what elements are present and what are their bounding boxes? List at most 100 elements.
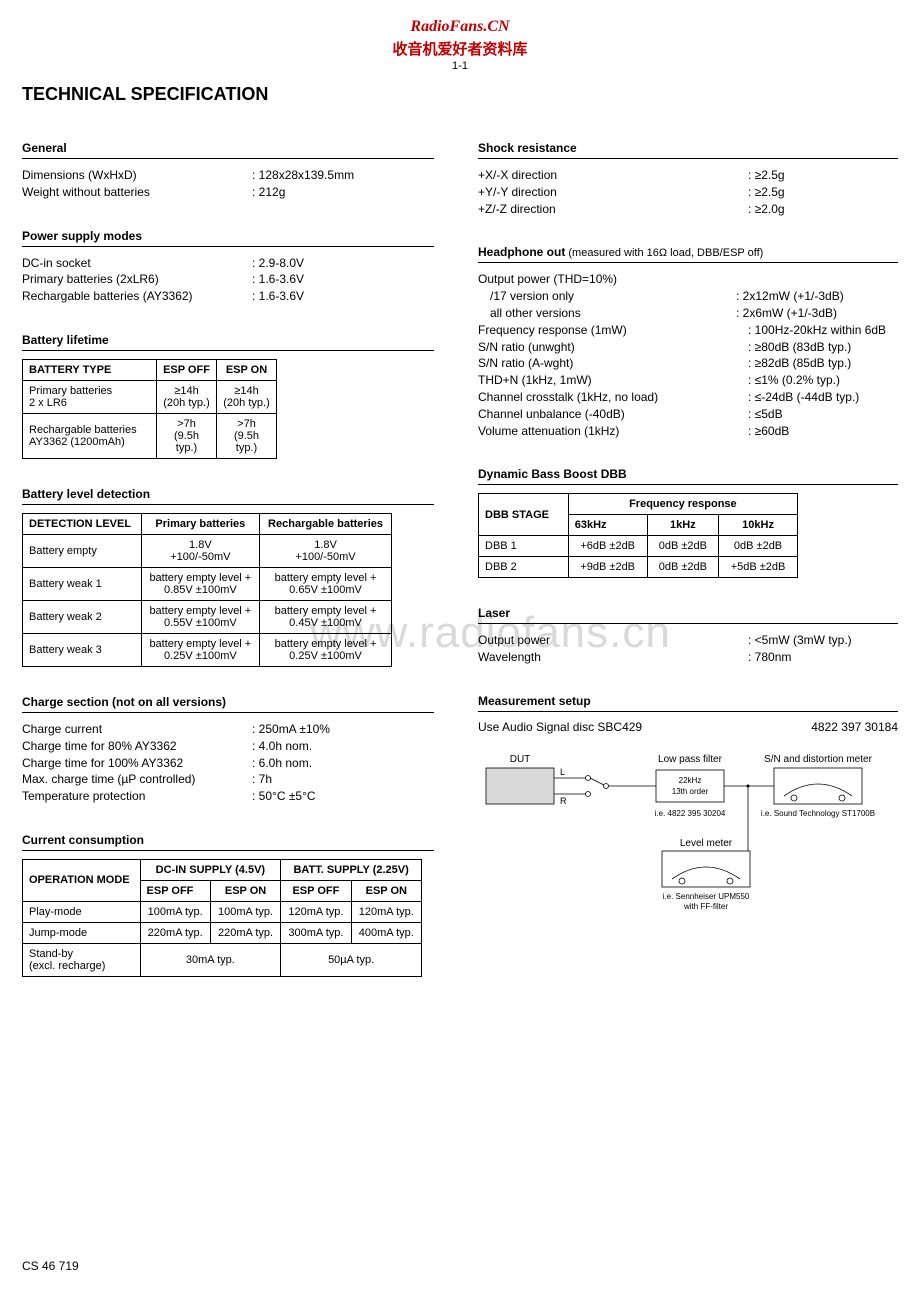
table-cell: 1.8V+100/-50mV: [141, 534, 259, 567]
table-header: ESP ON: [217, 359, 277, 380]
diagram-l-label: L: [560, 767, 565, 777]
kv-value: : ≥80dB (83dB typ.): [748, 339, 851, 356]
kv-value: : 4.0h nom.: [252, 738, 312, 755]
table-header: Frequency response: [568, 494, 797, 515]
table-header: BATT. SUPPLY (2.25V): [281, 859, 422, 880]
table-cell: Battery weak 1: [23, 567, 142, 600]
section-dbb: Dynamic Bass Boost DBB DBB STAGE Frequen…: [478, 467, 898, 578]
diagram-lowpass-label: Low pass filter: [658, 754, 723, 765]
section-headphone: Headphone out (measured with 16Ω load, D…: [478, 245, 898, 439]
kv-label: +Y/-Y direction: [478, 184, 748, 201]
kv-row: Output power (THD=10%): [478, 271, 898, 288]
kv-row: Frequency response (1mW): 100Hz-20kHz wi…: [478, 322, 898, 339]
table-cell: Rechargable batteries AY3362 (1200mAh): [23, 413, 157, 458]
section-heading: Shock resistance: [478, 141, 898, 159]
table-cell: ≥14h(20h typ.): [157, 380, 217, 413]
table-cell: 120mA typ.: [281, 901, 351, 922]
left-column: General Dimensions (WxHxD): 128x28x139.5…: [22, 141, 434, 1005]
kv-label: Channel crosstalk (1kHz, no load): [478, 389, 748, 406]
section-heading: Battery lifetime: [22, 333, 434, 351]
table-cell: battery empty level +0.25V ±100mV: [141, 633, 259, 666]
battery-life-table: BATTERY TYPE ESP OFF ESP ON Primary batt…: [22, 359, 277, 459]
heading-text: Headphone out: [478, 245, 565, 259]
diagram-dut-label: DUT: [510, 754, 531, 765]
brand-english: RadioFans.CN: [0, 18, 920, 36]
kv-value: : 6.0h nom.: [252, 755, 312, 772]
section-heading: Dynamic Bass Boost DBB: [478, 467, 898, 485]
table-header: Primary batteries: [141, 513, 259, 534]
table-cell: DBB 1: [479, 536, 569, 557]
table-row: Jump-mode220mA typ.220mA typ.300mA typ.4…: [23, 922, 422, 943]
kv-label: Channel unbalance (-40dB): [478, 406, 748, 423]
kv-list: DC-in socket: 2.9-8.0VPrimary batteries …: [22, 255, 434, 305]
table-header: Rechargable batteries: [260, 513, 392, 534]
kv-label: Charge time for 80% AY3362: [22, 738, 252, 755]
kv-list: Output power (THD=10%)/17 version only: …: [478, 271, 898, 439]
section-heading: Headphone out (measured with 16Ω load, D…: [478, 245, 898, 263]
kv-value: : ≥82dB (85dB typ.): [748, 355, 851, 372]
kv-row: Dimensions (WxHxD): 128x28x139.5mm: [22, 167, 434, 184]
section-measurement: Measurement setup Use Audio Signal disc …: [478, 694, 898, 948]
kv-list: Charge current: 250mA ±10%Charge time fo…: [22, 721, 434, 805]
kv-label: S/N ratio (unwght): [478, 339, 748, 356]
kv-row: Weight without batteries: 212g: [22, 184, 434, 201]
table-cell: Play-mode: [23, 901, 141, 922]
page-title: TECHNICAL SPECIFICATION: [22, 84, 920, 105]
heading-note: (measured with 16Ω load, DBB/ESP off): [565, 247, 763, 259]
diagram-lp-b: 13th order: [672, 787, 709, 796]
kv-value: : 50°C ±5°C: [252, 788, 316, 805]
diagram-lp-a: 22kHz: [679, 776, 702, 785]
table-header: DETECTION LEVEL: [23, 513, 142, 534]
section-battery-level: Battery level detection DETECTION LEVEL …: [22, 487, 434, 667]
kv-value: : 128x28x139.5mm: [252, 167, 354, 184]
kv-value: : 212g: [252, 184, 285, 201]
brand-chinese: 收音机爱好者资料库: [0, 38, 920, 59]
table-cell: >7h(9.5h typ.): [157, 413, 217, 458]
table-cell: 100mA typ.: [210, 901, 280, 922]
dbb-table: DBB STAGE Frequency response 63kHz 1kHz …: [478, 493, 798, 578]
measurement-diagram: DUT L R Low pass filter 22kH: [478, 748, 898, 948]
section-heading: General: [22, 141, 434, 159]
table-cell: Battery weak 3: [23, 633, 142, 666]
measurement-part: 4822 397 30184: [811, 720, 898, 734]
table-header: 63kHz: [568, 515, 647, 536]
table-cell: Battery weak 2: [23, 600, 142, 633]
kv-list: Output power: <5mW (3mW typ.)Wavelength:…: [478, 632, 898, 666]
table-cell: 0dB ±2dB: [719, 536, 798, 557]
kv-label: +X/-X direction: [478, 167, 748, 184]
kv-label: Wavelength: [478, 649, 748, 666]
table-header: 10kHz: [719, 515, 798, 536]
diagram-level-label: Level meter: [680, 838, 733, 849]
table-cell: Battery empty: [23, 534, 142, 567]
kv-row: +Z/-Z direction: ≥2.0g: [478, 201, 898, 218]
kv-row: +X/-X direction: ≥2.5g: [478, 167, 898, 184]
kv-label: Volume attenuation (1kHz): [478, 423, 748, 440]
kv-row: S/N ratio (A-wght): ≥82dB (85dB typ.): [478, 355, 898, 372]
table-row: DBB 1+6dB ±2dB0dB ±2dB0dB ±2dB: [479, 536, 798, 557]
header-brand: RadioFans.CN 收音机爱好者资料库 1-1: [0, 0, 920, 72]
kv-label: +Z/-Z direction: [478, 201, 748, 218]
kv-label: Dimensions (WxHxD): [22, 167, 252, 184]
kv-value: : ≥2.5g: [748, 184, 785, 201]
table-cell: battery empty level +0.45V ±100mV: [260, 600, 392, 633]
section-heading: Charge section (not on all versions): [22, 695, 434, 713]
table-cell: +6dB ±2dB: [568, 536, 647, 557]
current-table: OPERATION MODE DC-IN SUPPLY (4.5V) BATT.…: [22, 859, 422, 977]
kv-label: THD+N (1kHz, 1mW): [478, 372, 748, 389]
table-row: Battery weak 3battery empty level +0.25V…: [23, 633, 392, 666]
table-cell: +9dB ±2dB: [568, 557, 647, 578]
section-battery-life: Battery lifetime BATTERY TYPE ESP OFF ES…: [22, 333, 434, 459]
section-heading: Battery level detection: [22, 487, 434, 505]
table-cell: >7h(9.5h typ.): [217, 413, 277, 458]
kv-label: Rechargable batteries (AY3362): [22, 288, 252, 305]
kv-row: Wavelength: 780nm: [478, 649, 898, 666]
table-header: ESP OFF: [140, 880, 210, 901]
table-row: Battery empty1.8V+100/-50mV1.8V+100/-50m…: [23, 534, 392, 567]
table-row: Primary batteries 2 x LR6≥14h(20h typ.)≥…: [23, 380, 277, 413]
table-header: BATTERY TYPE: [23, 359, 157, 380]
kv-label: Output power: [478, 632, 748, 649]
diagram-sn-note: i.e. Sound Technology ST1700B: [761, 809, 875, 818]
kv-row: Output power: <5mW (3mW typ.): [478, 632, 898, 649]
table-row: Battery weak 2battery empty level +0.55V…: [23, 600, 392, 633]
table-cell: Primary batteries 2 x LR6: [23, 380, 157, 413]
